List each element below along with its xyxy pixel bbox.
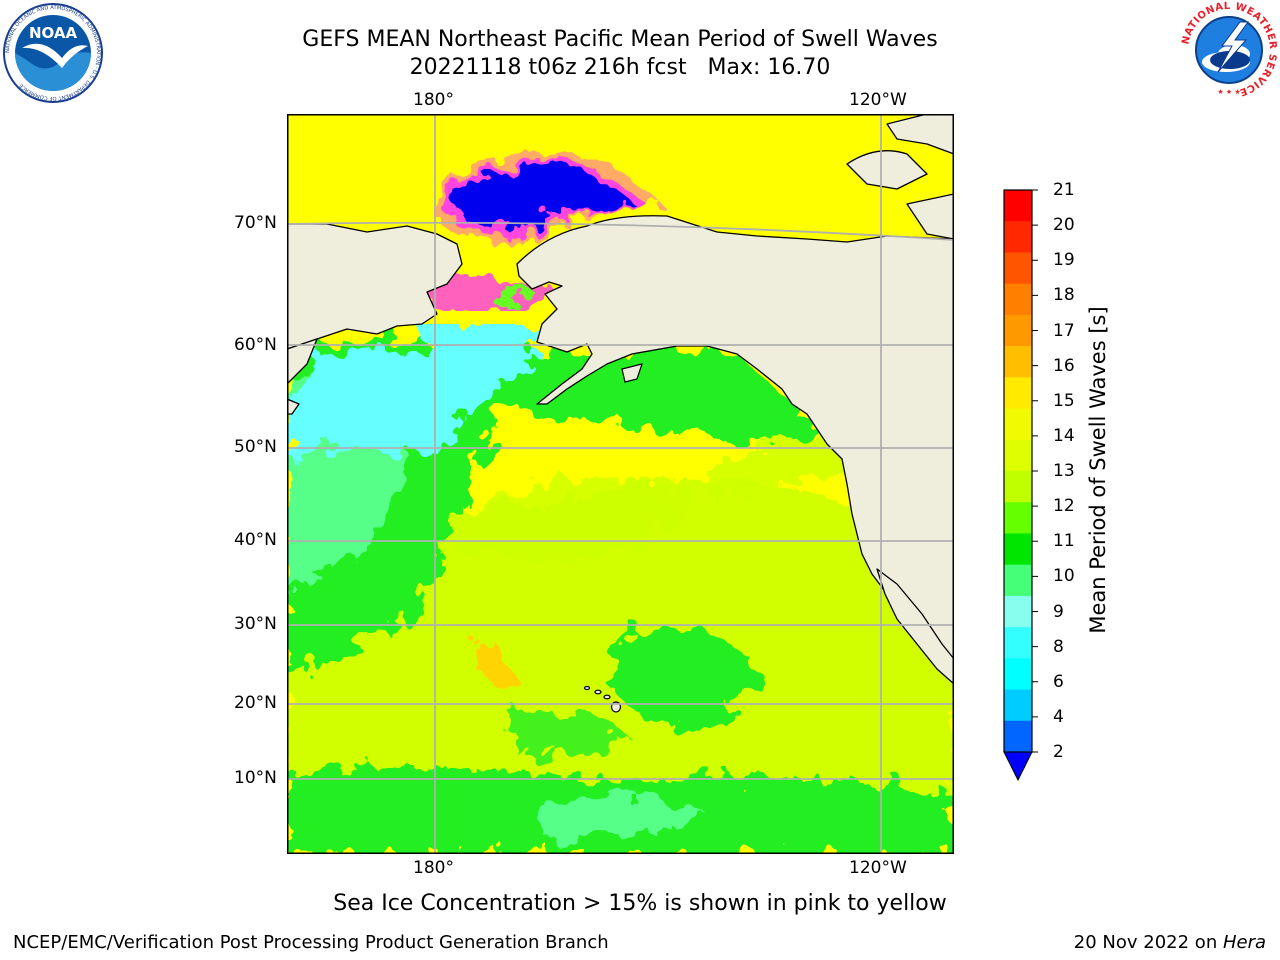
colorbar-segment [1004,252,1032,285]
colorbar-segment [1004,408,1032,441]
lon-label-top-120w: 120°W [849,90,907,110]
colorbar-segment [1004,689,1032,722]
colorbar-segment [1004,502,1032,534]
colorbar-segment [1004,190,1032,222]
noaa-logo-text: NOAA [29,24,78,42]
colorbar-segment [1004,377,1032,410]
colorbar-tick-label: 11 [1053,531,1075,552]
colorbar-segment [1004,720,1032,753]
sea-ice-note: Sea Ice Concentration > 15% is shown in … [333,891,947,916]
map-frame [287,114,954,854]
colorbar-segment [1004,283,1032,316]
colorbar-tick-label: 12 [1053,496,1075,517]
ocean-green-hawaii [617,627,753,726]
swell-period-map [287,114,954,854]
colorbar [1003,189,1038,782]
ocean-yellow-green-mid [407,414,867,561]
sea-ice-core [456,166,637,228]
kodiak-island [621,363,643,383]
colorbar-title: Mean Period of Swell Waves [s] [1086,306,1110,634]
footer-date-text: 20 Nov 2022 on [1073,932,1223,953]
lon-label-bottom-180: 180° [413,858,454,878]
lat-label-10n: 10°N [234,768,277,788]
colorbar-tick-label: 20 [1053,215,1075,236]
footer-machine: Hera [1222,932,1266,953]
colorbar-segment [1004,595,1032,628]
colorbar-segment [1004,658,1032,691]
chart-subtitle: 20221118 t06z 216h fcst Max: 16.70 [409,55,831,80]
colorbar-tick-label: 14 [1053,425,1075,446]
svg-text:★ ★ ★: ★ ★ ★ [1217,88,1240,96]
colorbar-tick-label: 18 [1053,285,1075,306]
colorbar-tick-label: 13 [1053,461,1075,481]
footer-date: 20 Nov 2022 on Hera [1074,932,1266,954]
colorbar-segment [1004,564,1032,597]
lat-label-40n: 40°N [234,530,277,550]
colorbar-tick-label: 9 [1053,601,1064,622]
colorbar-segment [1004,627,1032,659]
colorbar-segment [1004,314,1032,347]
colorbar-tick-label: 6 [1053,671,1064,692]
ocean-lightgreen-south [537,796,707,840]
colorbar-segment [1004,221,1032,253]
gridlines [287,114,954,854]
colorbar-tick-label: 8 [1053,636,1064,657]
ocean-cyan-north [417,324,537,354]
colorbar-tick-label: 4 [1053,706,1064,727]
colorbar-tick-label: 2 [1053,742,1064,762]
colorbar-tick-label: 21 [1053,180,1075,200]
colorbar-tick-label: 10 [1053,566,1075,587]
colorbar-tick-label: 17 [1053,320,1075,341]
colorbar-tick-label: 16 [1053,355,1075,376]
colorbar-segment [1004,471,1032,503]
ocean-green-patch [507,711,627,757]
ocean-orange-patch [482,642,512,684]
chart-title: GEFS MEAN Northeast Pacific Mean Period … [302,27,938,52]
lon-label-bottom-120w: 120°W [849,858,907,878]
land [287,114,954,685]
lat-label-60n: 60°N [234,335,277,355]
colorbar-segment [1004,533,1032,566]
lat-label-20n: 20°N [234,693,277,713]
lat-label-50n: 50°N [234,437,277,457]
footer-branch: NCEP/EMC/Verification Post Processing Pr… [13,932,609,953]
noaa-logo: NOAA NATIONAL OCEANIC AND ATMOSPHERIC AD… [3,3,103,103]
colorbar-tick-label: 15 [1053,390,1075,411]
lat-label-70n: 70°N [234,213,277,233]
colorbar-segment [1004,439,1032,472]
ocean-green-gulf [457,344,807,444]
colorbar-segment [1004,346,1032,378]
colorbar-extend [1003,751,1033,782]
colorbar-tick-label: 19 [1053,250,1075,271]
bering-green-patch [487,285,537,303]
lat-label-30n: 30°N [234,614,277,634]
nws-logo: NATIONAL WEATHER SERVICE ★ ★ ★ [1180,1,1277,98]
lon-label-top-180: 180° [413,90,454,110]
ocean-cyan [287,344,532,464]
